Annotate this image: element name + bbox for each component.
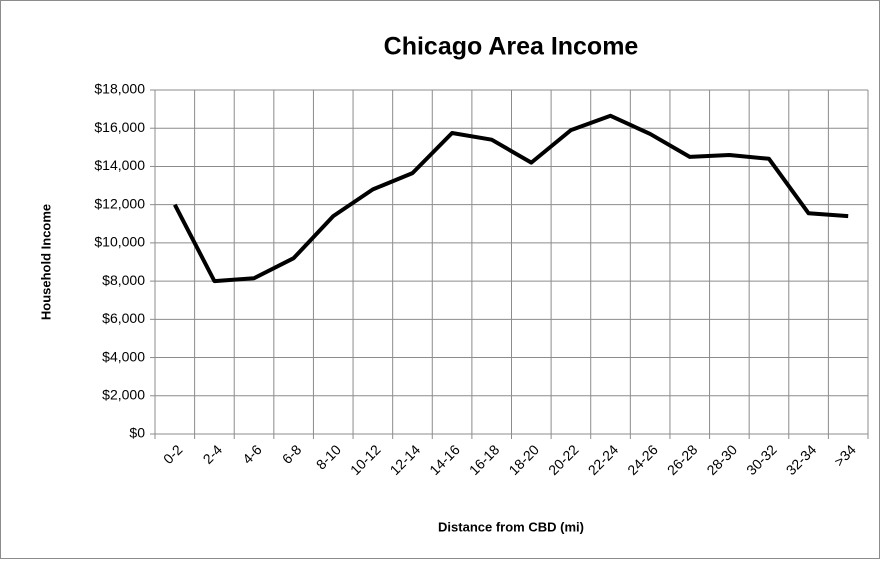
y-tick-label: $4,000 (102, 348, 145, 364)
y-tick-label: $14,000 (94, 157, 145, 173)
x-axis-title: Distance from CBD (mi) (438, 519, 584, 534)
y-tick-label: $10,000 (94, 234, 145, 250)
y-tick-label: $16,000 (94, 119, 145, 135)
y-tick-label: $2,000 (102, 386, 145, 402)
y-tick-label: $18,000 (94, 81, 145, 97)
y-tick-label: $6,000 (102, 310, 145, 326)
y-tick-label: $0 (129, 425, 145, 441)
y-tick-label: $12,000 (94, 195, 145, 211)
data-line (173, 113, 849, 284)
y-tick-label: $8,000 (102, 272, 145, 288)
y-axis-title: Household Income (38, 204, 53, 320)
chart-title: Chicago Area Income (384, 33, 639, 61)
